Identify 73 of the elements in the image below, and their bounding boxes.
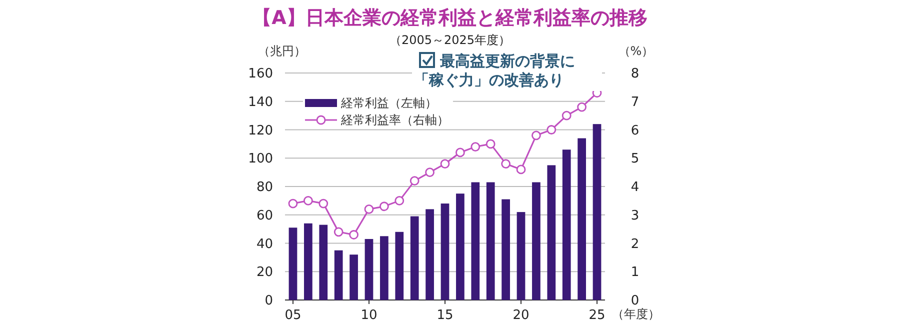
bar	[364, 238, 374, 300]
point	[394, 196, 404, 206]
bar	[440, 204, 450, 300]
y2-tick-label: 0	[630, 294, 640, 309]
point	[516, 164, 526, 174]
y2-tick-label: 7	[630, 94, 640, 110]
point	[456, 148, 465, 158]
bar	[532, 182, 540, 300]
y-tick-label: 100	[248, 152, 273, 167]
y-tick-label: 140	[248, 94, 273, 110]
point	[440, 159, 450, 168]
y2-tick-label: 2	[630, 236, 640, 252]
bar	[562, 150, 571, 300]
y2-tick-label: 6	[630, 123, 640, 138]
y-tick-label: 80	[256, 180, 273, 196]
point	[334, 227, 344, 237]
y-tick-label: 0	[264, 294, 273, 309]
bar	[547, 165, 556, 300]
y-tick-label: 20	[256, 265, 273, 280]
bar	[380, 236, 388, 300]
bar	[288, 228, 298, 300]
point	[532, 130, 541, 140]
bar	[304, 223, 312, 300]
point	[486, 139, 496, 149]
bar	[334, 250, 343, 300]
x-axis-title: （年度）	[612, 307, 660, 321]
bar	[456, 194, 464, 300]
point	[562, 110, 572, 120]
point	[546, 125, 556, 134]
x-tick-label: 10	[360, 308, 378, 323]
bar	[395, 232, 404, 300]
x-tick-label: 05	[284, 308, 302, 323]
y-tick-label: 60	[256, 208, 273, 224]
point	[577, 102, 587, 112]
y-tick-label: 120	[248, 123, 273, 138]
x-tick-label: 25	[588, 308, 606, 323]
bar	[471, 182, 480, 300]
point	[318, 198, 328, 208]
y2-axis-title: （%）	[618, 44, 654, 58]
x-tick-label: 15	[436, 308, 454, 323]
y-tick-label: 160	[248, 66, 273, 82]
annotation: 「稼ぐ力」の改善あり	[414, 71, 564, 89]
bar	[486, 182, 495, 300]
point	[470, 142, 480, 152]
bar	[350, 254, 358, 300]
legend-label: 経常利益率（右軸）	[340, 113, 449, 128]
point	[379, 202, 389, 212]
point	[364, 204, 374, 214]
x-tick-label: 20	[512, 308, 530, 323]
chart-title: 【A】日本企業の経常利益と経常利益率の推移	[252, 7, 648, 29]
bar	[410, 216, 419, 300]
point	[501, 159, 511, 168]
y-tick-label: 40	[256, 236, 273, 252]
bar	[319, 224, 328, 300]
text: 最高益更新の背景に	[439, 52, 575, 70]
chart-subtitle: （2005～2025年度）	[389, 33, 511, 47]
bar	[592, 124, 602, 300]
point	[303, 196, 313, 206]
point	[425, 168, 434, 178]
y2-tick-label: 1	[630, 265, 640, 280]
point	[410, 176, 420, 186]
bar	[502, 199, 510, 300]
point	[288, 198, 298, 208]
bar	[426, 209, 434, 300]
y2-tick-label: 8	[630, 66, 640, 82]
y2-tick-label: 5	[630, 152, 640, 167]
y-axis-title: （兆円）	[258, 44, 306, 58]
y2-tick-label: 4	[630, 180, 640, 196]
bar	[516, 212, 526, 300]
legend-label: 経常利益（左軸）	[340, 96, 437, 110]
point	[349, 230, 358, 240]
bar	[578, 138, 586, 300]
y2-tick-label: 3	[630, 208, 640, 224]
